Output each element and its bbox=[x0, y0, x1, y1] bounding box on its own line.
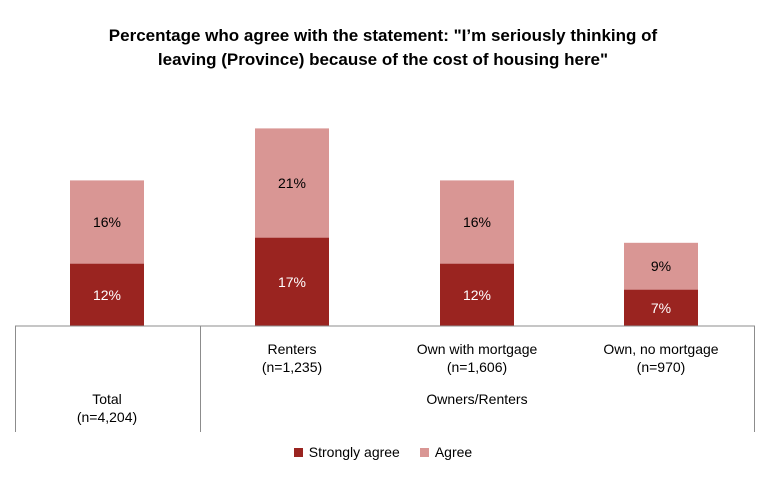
chart-title-line-1: Percentage who agree with the statement:… bbox=[108, 26, 658, 45]
data-label-agree-total: 16% bbox=[93, 214, 121, 230]
tick-n-total: (n=4,204) bbox=[77, 409, 137, 425]
legend-swatch-agree bbox=[419, 447, 429, 457]
bar-agree-renters bbox=[255, 128, 329, 238]
tick-n-own-with-mortgage: (n=1,606) bbox=[447, 359, 507, 375]
legend-swatch-strongly-agree bbox=[293, 447, 303, 457]
bar-strongly-agree-total bbox=[70, 263, 144, 326]
bar-strongly-agree-renters bbox=[255, 237, 329, 326]
legend-label-agree: Agree bbox=[434, 444, 473, 460]
group-label: Owners/Renters bbox=[426, 391, 527, 407]
tick-n-own-no-mortgage: (n=970) bbox=[637, 359, 686, 375]
bar-agree-own-with-mortgage bbox=[440, 180, 514, 264]
tick-n-renters: (n=1,235) bbox=[262, 359, 322, 375]
tick-label-own-with-mortgage: Own with mortgage bbox=[417, 341, 538, 357]
legend-item-agree: Agree bbox=[419, 444, 473, 460]
legend: Strongly agree Agree bbox=[0, 444, 766, 460]
chart-title: Percentage who agree with the statement:… bbox=[0, 24, 766, 72]
tick-label-total: Total bbox=[92, 391, 122, 407]
data-label-strongly-agree-own-no-mortgage: 7% bbox=[651, 300, 671, 316]
data-label-agree-own-with-mortgage: 16% bbox=[463, 214, 491, 230]
data-label-agree-own-no-mortgage: 9% bbox=[651, 258, 671, 274]
data-label-strongly-agree-total: 12% bbox=[93, 287, 121, 303]
bar-strongly-agree-own-with-mortgage bbox=[440, 263, 514, 326]
data-label-strongly-agree-renters: 17% bbox=[278, 274, 306, 290]
bar-agree-own-no-mortgage bbox=[624, 242, 698, 290]
chart-title-line-2: leaving (Province) because of the cost o… bbox=[157, 50, 609, 69]
legend-label-strongly-agree: Strongly agree bbox=[308, 444, 400, 460]
tick-label-renters: Renters bbox=[267, 341, 316, 357]
data-label-strongly-agree-own-with-mortgage: 12% bbox=[463, 287, 491, 303]
legend-item-strongly-agree: Strongly agree bbox=[293, 444, 400, 460]
tick-label-own-no-mortgage: Own, no mortgage bbox=[603, 341, 718, 357]
data-label-agree-renters: 21% bbox=[278, 175, 306, 191]
bar-strongly-agree-own-no-mortgage bbox=[624, 289, 698, 326]
bar-agree-total bbox=[70, 180, 144, 264]
